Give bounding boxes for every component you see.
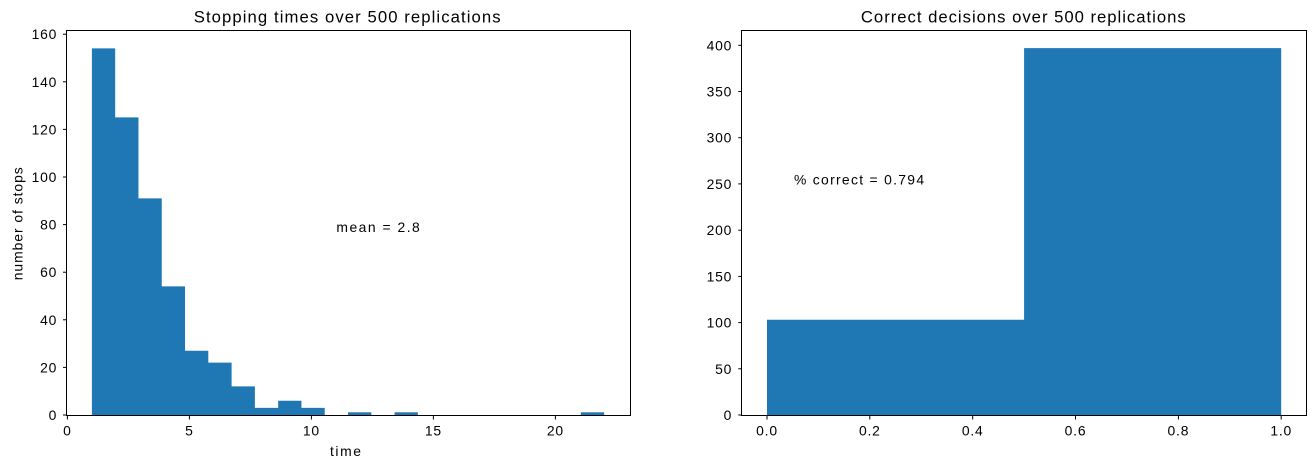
svg-text:mean = 2.8: mean = 2.8 bbox=[336, 219, 421, 235]
svg-text:% correct = 0.794: % correct = 0.794 bbox=[794, 172, 925, 188]
svg-text:350: 350 bbox=[707, 84, 732, 100]
svg-text:200: 200 bbox=[707, 222, 732, 238]
svg-text:40: 40 bbox=[40, 312, 57, 328]
svg-text:250: 250 bbox=[707, 176, 732, 192]
svg-text:10: 10 bbox=[303, 422, 320, 438]
svg-text:100: 100 bbox=[707, 315, 732, 331]
svg-text:Correct decisions over 500 rep: Correct decisions over 500 replications bbox=[861, 8, 1187, 27]
svg-text:60: 60 bbox=[40, 264, 57, 280]
svg-text:0.6: 0.6 bbox=[1065, 422, 1087, 438]
svg-text:time: time bbox=[330, 443, 363, 459]
svg-text:0.0: 0.0 bbox=[756, 422, 778, 438]
svg-text:80: 80 bbox=[40, 217, 57, 233]
svg-text:20: 20 bbox=[40, 359, 57, 375]
svg-text:1.0: 1.0 bbox=[1270, 422, 1292, 438]
svg-text:400: 400 bbox=[707, 37, 732, 53]
svg-text:20: 20 bbox=[547, 422, 564, 438]
svg-text:300: 300 bbox=[707, 130, 732, 146]
svg-text:15: 15 bbox=[425, 422, 442, 438]
svg-text:120: 120 bbox=[32, 121, 57, 137]
svg-text:150: 150 bbox=[707, 268, 732, 284]
svg-text:0.8: 0.8 bbox=[1168, 422, 1190, 438]
svg-text:140: 140 bbox=[32, 74, 57, 90]
svg-text:160: 160 bbox=[32, 26, 57, 42]
svg-text:number of stops: number of stops bbox=[9, 166, 25, 280]
svg-text:5: 5 bbox=[185, 422, 194, 438]
svg-text:0.4: 0.4 bbox=[962, 422, 984, 438]
svg-text:0: 0 bbox=[63, 422, 72, 438]
svg-text:0: 0 bbox=[724, 407, 733, 423]
svg-text:50: 50 bbox=[715, 361, 732, 377]
svg-text:0: 0 bbox=[49, 407, 58, 423]
svg-text:0.2: 0.2 bbox=[859, 422, 881, 438]
svg-text:Stopping times over 500 replic: Stopping times over 500 replications bbox=[194, 8, 502, 27]
svg-text:100: 100 bbox=[32, 169, 57, 185]
